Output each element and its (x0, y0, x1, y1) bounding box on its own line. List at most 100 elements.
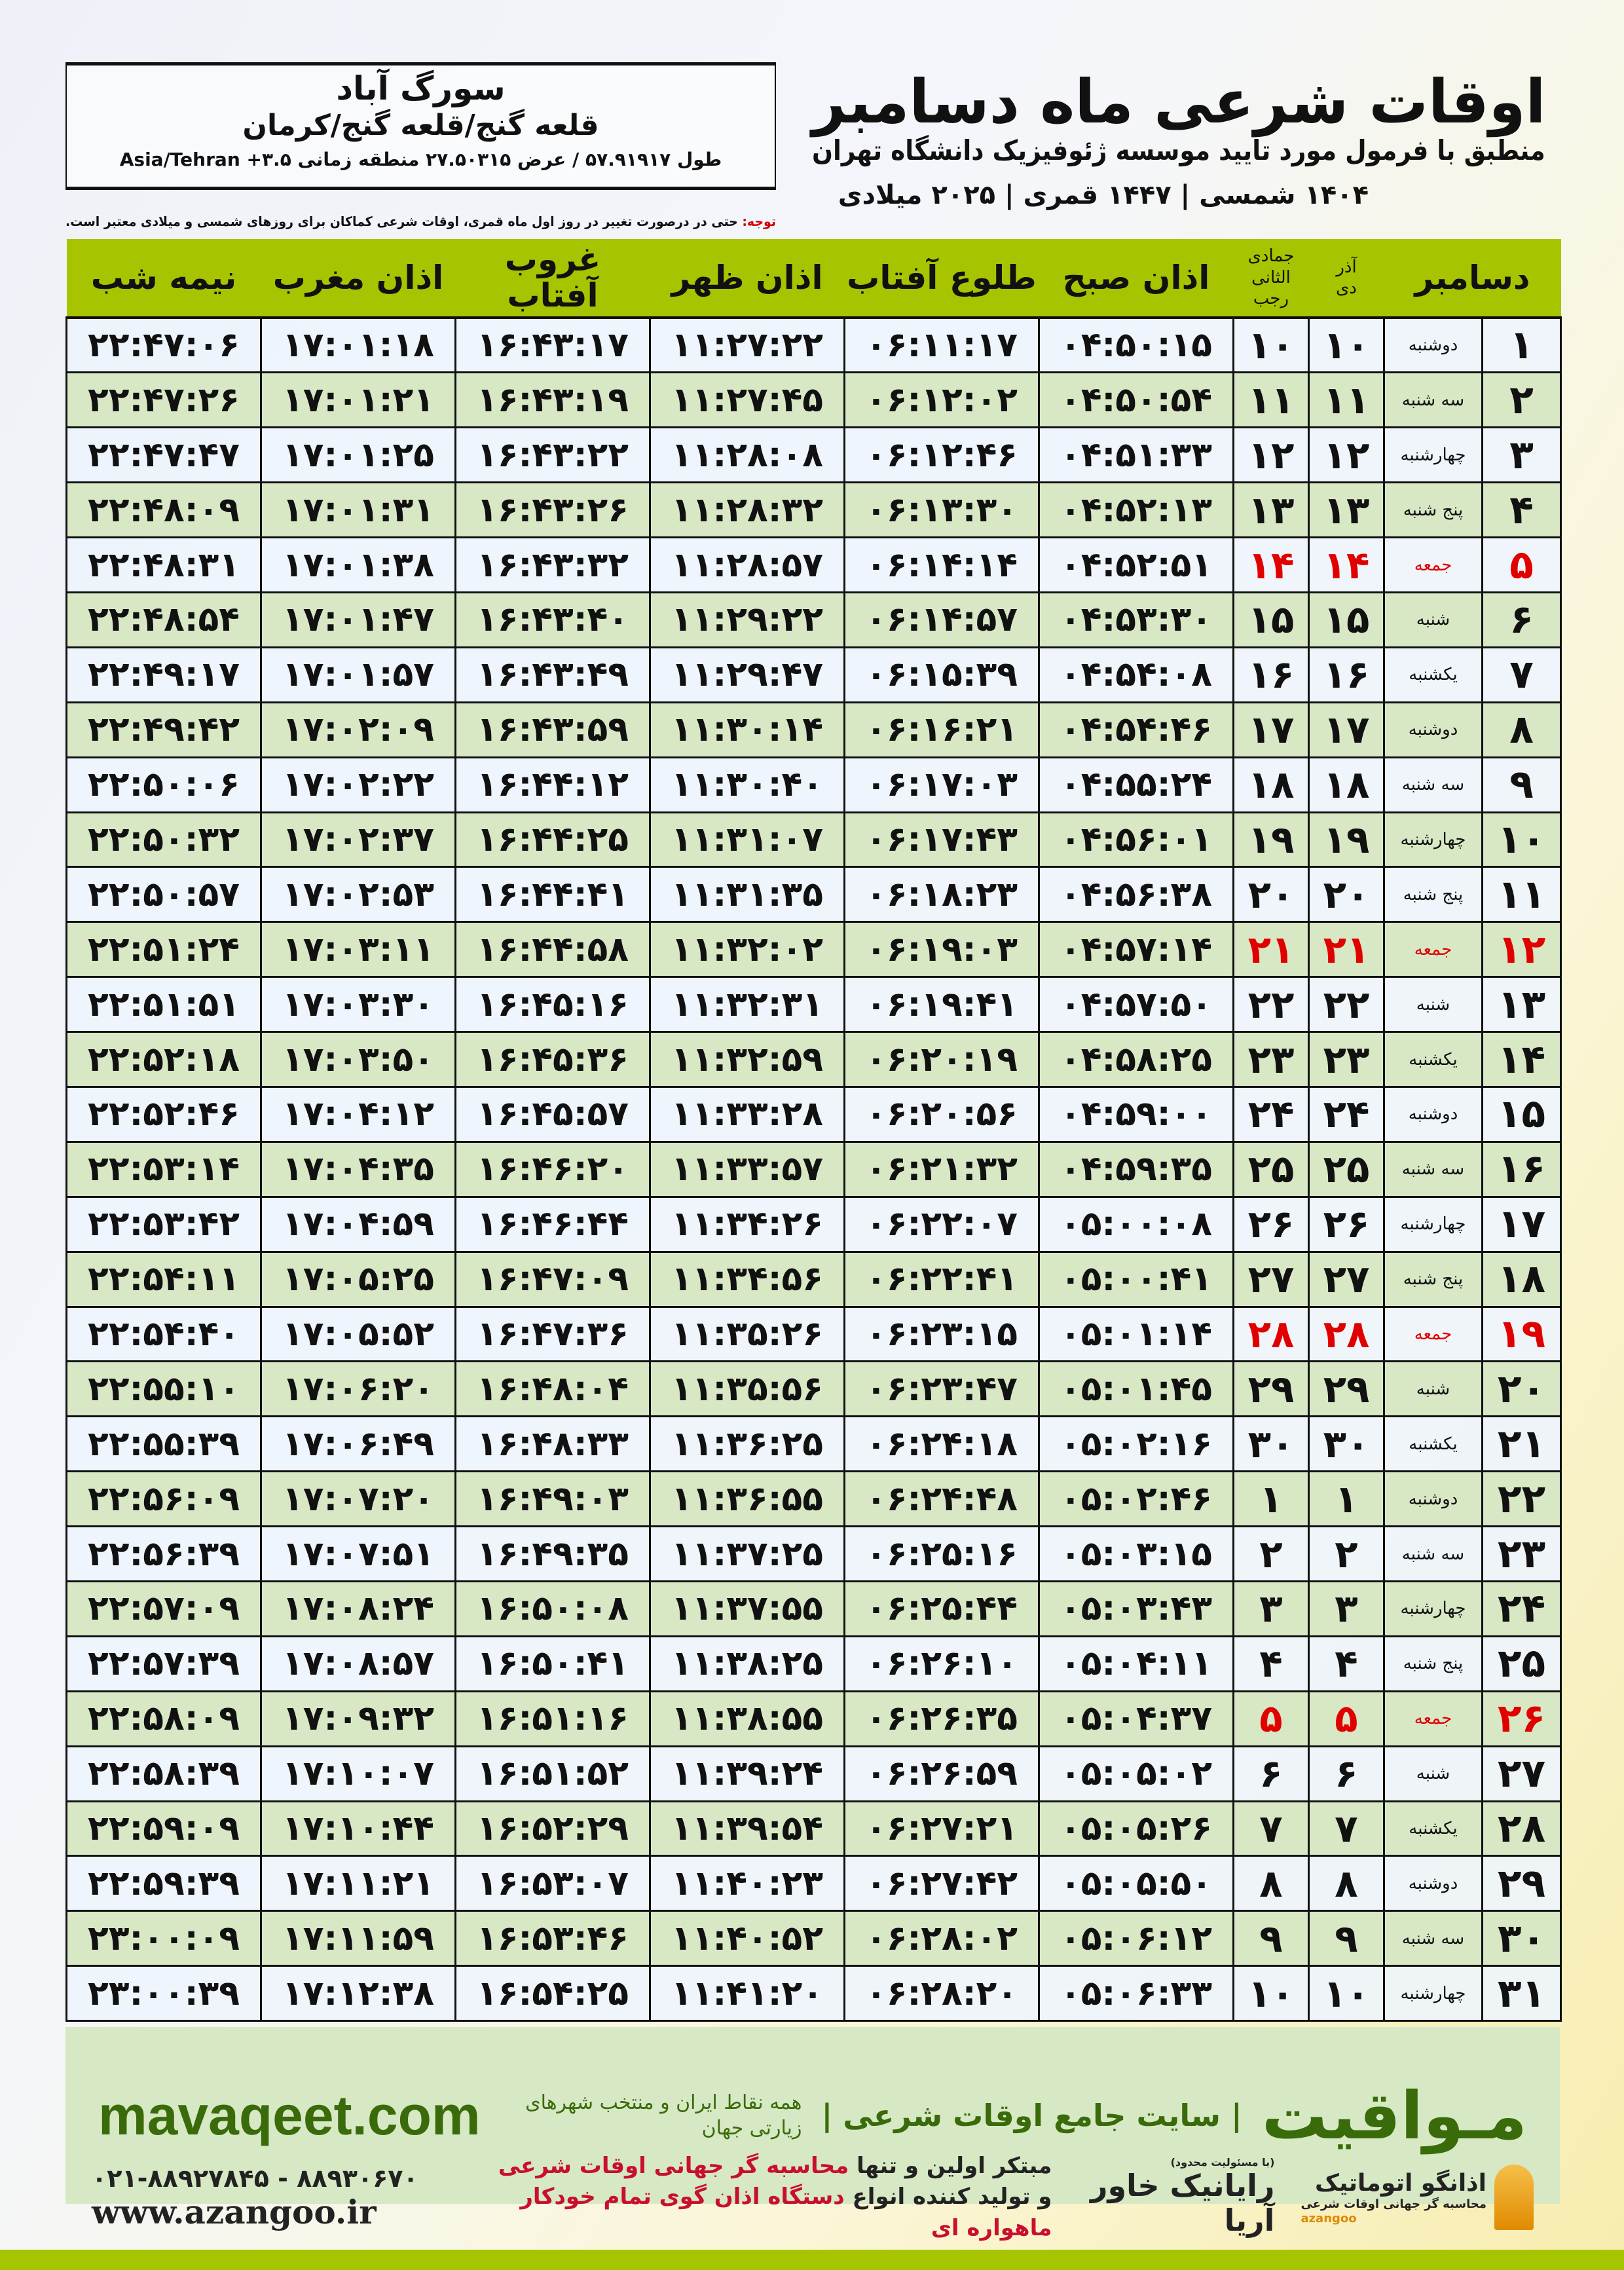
dhuhr-time: ۱۱:۳۲:۳۱ (649, 976, 845, 1033)
day-number: ۱۵ (1481, 1085, 1562, 1143)
midnight-time: ۲۲:۵۸:۳۹ (65, 1745, 262, 1802)
day-number: ۴ (1481, 481, 1562, 539)
sunset-time: ۱۶:۴۳:۱۹ (454, 371, 651, 429)
dhuhr-time: ۱۱:۲۷:۲۲ (649, 316, 845, 374)
midnight-time: ۲۲:۵۴:۴۰ (65, 1305, 262, 1363)
sunset-time: ۱۶:۵۰:۰۸ (454, 1580, 651, 1637)
sunset-time: ۱۶:۴۵:۵۷ (454, 1085, 651, 1143)
mavaqeet-banner: مـواقیت | سایت جامع اوقات شرعی | همه نقا… (65, 2027, 1560, 2204)
day-number: ۱۹ (1481, 1305, 1562, 1363)
lunar-day: ۲۴ (1232, 1085, 1310, 1143)
weekday: پنج شنبه (1382, 481, 1484, 539)
day-number: ۲۳ (1481, 1525, 1562, 1582)
maghrib-time: ۱۷:۰۱:۱۸ (260, 316, 456, 374)
lunar-day: ۲۶ (1232, 1195, 1310, 1253)
sunrise-time: ۰۶:۱۲:۰۲ (843, 371, 1040, 429)
sunrise-time: ۰۶:۱۸:۲۳ (843, 866, 1040, 923)
lunar-day: ۱۰ (1232, 316, 1310, 374)
day-number: ۲ (1481, 371, 1562, 429)
table-row: ۲۱ یکشنبه ۳۰ ۳۰ ۰۵:۰۲:۱۶ ۰۶:۲۴:۱۸ ۱۱:۳۶:۲۵ ۱۶:۴… (65, 1415, 1562, 1473)
maghrib-time: ۱۷:۰۳:۵۰ (260, 1031, 456, 1088)
sunset-time: ۱۶:۵۲:۲۹ (454, 1800, 651, 1857)
header-maghrib: اذان مغرب (261, 239, 456, 319)
fajr-time: ۰۴:۵۰:۱۵ (1038, 316, 1234, 374)
sunrise-time: ۰۶:۱۲:۴۶ (843, 426, 1040, 484)
azangoo-sub: محاسبه گر جهانی اوقات شرعی (1301, 2197, 1486, 2211)
sunset-time: ۱۶:۴۳:۴۹ (454, 646, 651, 703)
province-path: قلعه گنج/قلعه گنج/کرمان (242, 109, 599, 142)
solar-day: ۱۰ (1308, 1965, 1385, 2022)
day-number: ۱۰ (1481, 811, 1562, 868)
solar-day: ۲۵ (1308, 1140, 1385, 1198)
sunrise-time: ۰۶:۱۷:۰۳ (843, 756, 1040, 813)
dhuhr-time: ۱۱:۳۰:۱۴ (649, 701, 845, 758)
sunset-time: ۱۶:۴۳:۲۲ (454, 426, 651, 484)
weekday: دوشنبه (1382, 1085, 1484, 1143)
coordinates-box: طول ۵۷.۹۱۹۱۷ / عرض ۲۷.۵۰۳۱۵ منطقه زمانی … (74, 149, 768, 170)
table-row: ۶ شنبه ۱۵ ۱۵ ۰۴:۵۳:۳۰ ۰۶:۱۴:۵۷ ۱۱:۲۹:۲۲ ۱۶:۴۳:۴… (65, 591, 1562, 648)
rayanik-name: رایانیک خاور آریا (1090, 2168, 1275, 2239)
maghrib-time: ۱۷:۱۱:۵۹ (260, 1910, 456, 1967)
solar-day: ۱ (1308, 1470, 1385, 1528)
day-number: ۵ (1481, 536, 1562, 593)
table-row: ۳۰ سه شنبه ۹ ۹ ۰۵:۰۶:۱۲ ۰۶:۲۸:۰۲ ۱۱:۴۰:۵۲ ۱۶:۵۳… (65, 1910, 1562, 1967)
sunset-time: ۱۶:۴۳:۴۰ (454, 591, 651, 648)
dhuhr-time: ۱۱:۴۱:۲۰ (649, 1965, 845, 2022)
weekday: چهارشنبه (1382, 1580, 1484, 1637)
solar-day: ۲۳ (1308, 1031, 1385, 1088)
lunar-day: ۷ (1232, 1800, 1310, 1857)
lunar-day: ۲ (1232, 1525, 1310, 1582)
solar-day: ۱۰ (1308, 316, 1385, 374)
dhuhr-time: ۱۱:۲۸:۳۲ (649, 481, 845, 539)
sunset-time: ۱۶:۴۵:۱۶ (454, 976, 651, 1033)
table-row: ۲ سه شنبه ۱۱ ۱۱ ۰۴:۵۰:۵۴ ۰۶:۱۲:۰۲ ۱۱:۲۷:۴۵ ۱۶:۴… (65, 371, 1562, 429)
weekday: دوشنبه (1382, 701, 1484, 758)
page-subtitle: منطبق با فرمول مورد تایید موسسه ژئوفیزیک… (812, 134, 1545, 166)
midnight-time: ۲۲:۵۳:۱۴ (65, 1140, 262, 1198)
fajr-time: ۰۵:۰۱:۱۴ (1038, 1305, 1234, 1363)
lunar-day: ۲۹ (1232, 1360, 1310, 1418)
header-dhuhr: اذان ظهر (650, 239, 845, 319)
day-number: ۹ (1481, 756, 1562, 813)
header-lunar-bottom: رجب (1253, 289, 1289, 309)
page-title: اوقات شرعی ماه دسامبر (811, 67, 1545, 137)
solar-day: ۲۶ (1308, 1195, 1385, 1253)
fajr-time: ۰۴:۵۲:۱۳ (1038, 481, 1234, 539)
day-number: ۸ (1481, 701, 1562, 758)
fajr-time: ۰۵:۰۶:۱۲ (1038, 1910, 1234, 1967)
sunrise-time: ۰۶:۲۳:۱۵ (843, 1305, 1040, 1363)
maghrib-time: ۱۷:۰۶:۲۰ (260, 1360, 456, 1418)
sunset-time: ۱۶:۴۴:۵۸ (454, 921, 651, 978)
azangoo-website[interactable]: www.azangoo.ir (92, 2192, 377, 2231)
maghrib-time: ۱۷:۰۳:۱۱ (260, 921, 456, 978)
weekday: دوشنبه (1382, 316, 1484, 374)
maghrib-time: ۱۷:۰۷:۵۱ (260, 1525, 456, 1582)
lunar-day: ۲۳ (1232, 1031, 1310, 1088)
weekday: یکشنبه (1382, 646, 1484, 703)
dhuhr-time: ۱۱:۲۷:۴۵ (649, 371, 845, 429)
day-number: ۱۴ (1481, 1031, 1562, 1088)
solar-day: ۲۹ (1308, 1360, 1385, 1418)
day-number: ۱۱ (1481, 866, 1562, 923)
maghrib-time: ۱۷:۰۱:۴۷ (260, 591, 456, 648)
maghrib-time: ۱۷:۰۹:۳۲ (260, 1690, 456, 1747)
sunrise-time: ۰۶:۲۲:۴۱ (843, 1250, 1040, 1308)
solar-day: ۱۲ (1308, 426, 1385, 484)
sunrise-time: ۰۶:۲۱:۳۲ (843, 1140, 1040, 1198)
fajr-time: ۰۵:۰۴:۱۱ (1038, 1635, 1234, 1692)
lunar-day: ۱۸ (1232, 756, 1310, 813)
maghrib-time: ۱۷:۱۰:۰۷ (260, 1745, 456, 1802)
solar-day: ۲۷ (1308, 1250, 1385, 1308)
mavaqeet-url[interactable]: mavaqeet.com (98, 2084, 481, 2146)
dhuhr-time: ۱۱:۳۱:۳۵ (649, 866, 845, 923)
dhuhr-time: ۱۱:۳۴:۲۶ (649, 1195, 845, 1253)
weekday: دوشنبه (1382, 1470, 1484, 1528)
solar-day: ۳ (1308, 1580, 1385, 1637)
fajr-time: ۰۵:۰۴:۳۷ (1038, 1690, 1234, 1747)
solar-day: ۵ (1308, 1690, 1385, 1747)
day-number: ۲۸ (1481, 1800, 1562, 1857)
table-row: ۱۱ پنج شنبه ۲۰ ۲۰ ۰۴:۵۶:۳۸ ۰۶:۱۸:۲۳ ۱۱:۳۱:۳۵ ۱۶… (65, 866, 1562, 923)
banner-subslogan: همه نقاط ایران و منتخب شهرهای زیارتی جها… (525, 2091, 802, 2140)
table-row: ۳۱ چهارشنبه ۱۰ ۱۰ ۰۵:۰۶:۳۳ ۰۶:۲۸:۲۰ ۱۱:۴۱:۲۰ ۱۶… (65, 1965, 1562, 2022)
location-box: سورگ آباد قلعه گنج/قلعه گنج/کرمان طول ۵۷… (65, 62, 776, 190)
